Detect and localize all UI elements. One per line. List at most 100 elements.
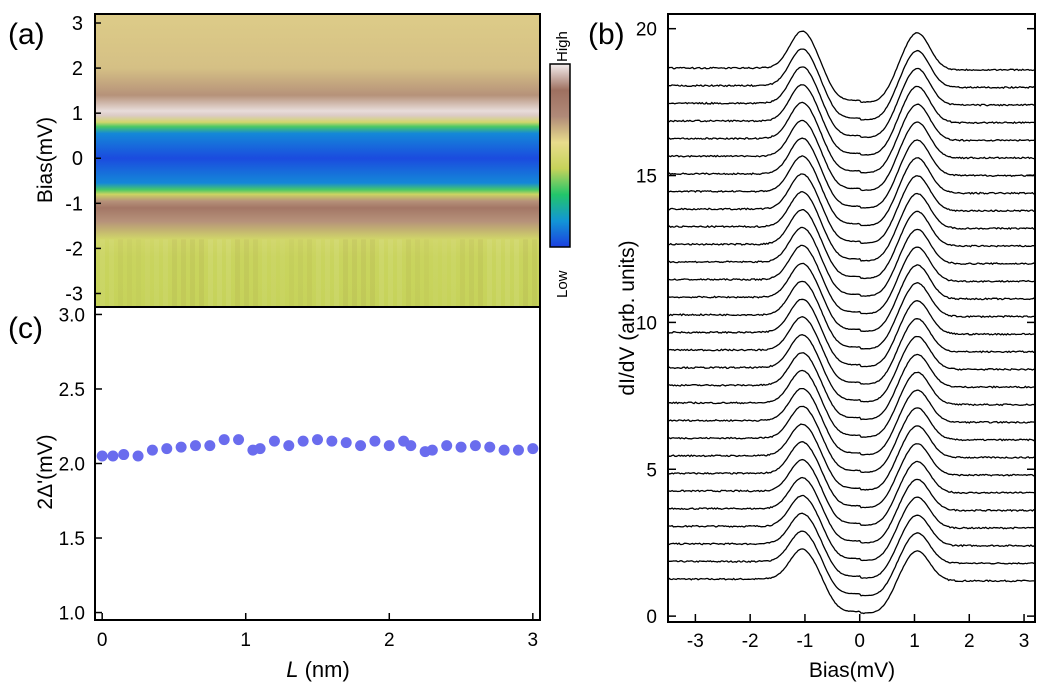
heatmap-texture-strip [280,239,285,307]
heatmap-texture-strip [334,239,339,307]
heatmap-y-tick-label: 2 [72,58,83,80]
heatmap-texture-strip [532,239,537,307]
spectrum-curve [668,441,1035,509]
heatmap-texture-strip [514,239,519,307]
heatmap-texture-strip [217,239,222,307]
spectrum-curve [668,48,1035,121]
scatter-point [355,440,367,452]
scatter-point [233,434,245,446]
scatter-x-axis-label-unit: (nm) [298,657,349,682]
spectrum-curve [668,173,1035,244]
spectrum-curve [668,494,1035,562]
scatter-y-tick-label: 3.0 [59,305,85,326]
heatmap-texture-strip [487,239,492,307]
heatmap-texture-strip [442,239,447,307]
scatter-point [189,440,201,452]
spectra-y-tick-label: 10 [636,313,657,334]
panel-a-label: (a) [8,18,45,51]
colorbar [549,63,571,248]
heatmap-texture-strip [397,239,402,307]
spectrum-curve [668,316,1035,385]
spectrum-curve [668,476,1035,544]
scatter-point [469,440,481,452]
heatmap-texture-strip [154,239,159,307]
spectrum-curve [668,30,1035,104]
scatter-point [175,441,187,453]
heatmap-texture-strip [136,239,141,307]
spectra-x-tick-label: -2 [742,631,759,652]
spectra-curves [668,30,1035,615]
spectrum-curve [668,119,1035,192]
heatmap-texture-strip [388,239,393,307]
panel-c: 3.0 2.5 2.0 1.5 1.0 0 1 2 3 (c) 2Δ'(mV) L (nm) [8,305,541,682]
heatmap-texture-strip [226,239,231,307]
scatter-y-axis-label: 2Δ'(mV) [34,434,57,509]
heatmap-y-tick-label: -1 [65,193,83,215]
spectrum-curve [668,387,1035,456]
scatter-point [204,440,216,452]
panel-b-label: (b) [588,18,625,51]
scatter-point [326,435,338,447]
heatmap-texture-strip [235,239,240,307]
spectra-x-axis-label: Bias(mV) [809,659,895,682]
heatmap-texture-strip [469,239,474,307]
heatmap-texture-strip [253,239,258,307]
spectrum-curve [668,226,1035,297]
spectra-x-tick-label: -3 [687,631,704,652]
spectrum-curve [668,423,1035,491]
heatmap-y-tick-label: -3 [65,283,83,305]
scatter-y-tick-label: 2.5 [59,380,85,401]
panel-b: 20 15 10 5 0 -3 -2 -1 0 1 2 3 (b) dI/dV (arb. unit… [588,13,1036,682]
scatter-point [118,449,130,461]
spectra-x-axis: -3 -2 -1 0 1 2 3 [687,614,1029,652]
colorbar-low-label: Low [554,270,571,298]
spectrum-curve [668,512,1035,579]
heatmap-texture-strip [190,239,195,307]
heatmap-texture-strip [316,239,321,307]
spectrum-curve [668,262,1035,332]
scatter-point [405,440,417,452]
spectra-y-axis: 20 15 10 5 0 [636,20,1035,628]
scatter-point [254,443,266,455]
scatter-point [146,444,158,456]
spectrum-curve [668,66,1035,139]
scatter-point [107,450,119,462]
spectrum-curve [668,334,1035,403]
heatmap-texture-strip [478,239,483,307]
scatter-x-tick-label: 0 [97,630,108,651]
heatmap-y-tick-label: -2 [65,238,83,260]
scatter-point [283,440,295,452]
heatmap-y-tick-label: 1 [72,103,83,125]
heatmap-texture-strip [505,239,510,307]
heatmap-texture-strip [298,239,303,307]
spectrum-curve [668,244,1035,315]
heatmap-texture-strip [307,239,312,307]
scatter-point [383,440,395,452]
spectra-frame [667,13,1036,623]
scatter-point [441,440,453,452]
scatter-frame [94,306,541,621]
scatter-point [498,444,510,456]
spectrum-curve [668,405,1035,474]
scatter-x-tick-label: 1 [240,630,251,651]
heatmap-texture-strip [352,239,357,307]
spectra-x-tick-label: -1 [796,631,813,652]
heatmap-texture-strip [424,239,429,307]
scatter-point [161,443,173,455]
spectra-x-tick-label: 0 [854,631,865,652]
spectrum-curve [668,209,1035,280]
heatmap-texture-strip [271,239,276,307]
heatmap-texture-strip [325,239,330,307]
heatmap-texture-strip [415,239,420,307]
scatter-y-tick-label: 2.0 [59,455,85,476]
heatmap-texture-strip [244,239,249,307]
heatmap-texture-strip [127,239,132,307]
heatmap-texture-strip [451,239,456,307]
scatter-point [512,444,524,456]
spectrum-curve [668,280,1035,350]
spectrum-curve [668,352,1035,421]
scatter-point [312,434,323,446]
spectra-y-tick-label: 20 [636,20,657,41]
spectrum-curve [668,191,1035,262]
heatmap-y-tick-label: 0 [72,148,83,170]
